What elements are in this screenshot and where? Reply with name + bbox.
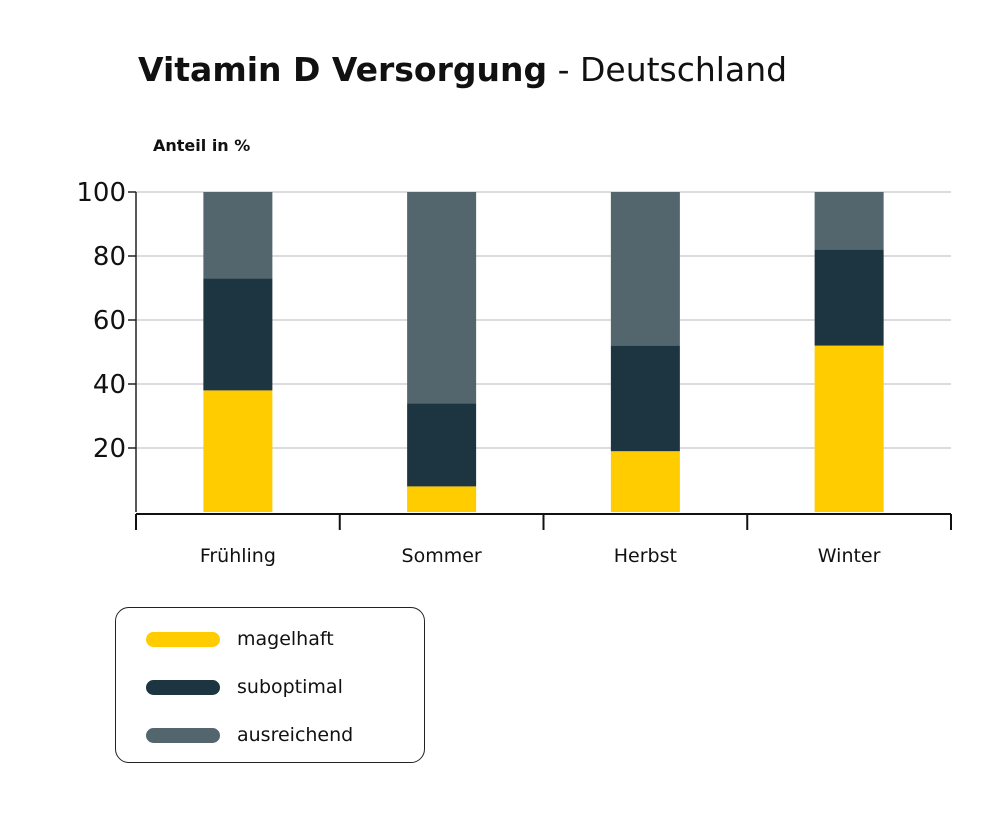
legend-swatch	[146, 679, 220, 695]
y-tick-label: 80	[93, 242, 126, 272]
legend-label: ausreichend	[237, 724, 354, 746]
legend-swatch	[146, 631, 220, 647]
bar-suboptimal	[814, 249, 884, 346]
bar-ausreichend	[610, 192, 680, 346]
y-axis-label: Anteil in %	[153, 136, 251, 155]
legend-label: magelhaft	[237, 628, 334, 650]
y-tick-label: 40	[93, 370, 126, 400]
bar-suboptimal	[203, 278, 273, 391]
y-tick-label: 60	[93, 306, 126, 336]
x-tick-label: Sommer	[402, 545, 482, 567]
bar-ausreichend	[407, 192, 477, 404]
bar-ausreichend	[814, 192, 884, 250]
x-tick-label: Winter	[818, 545, 881, 567]
y-tick-label: 20	[93, 434, 126, 464]
legend-item: ausreichend	[146, 724, 353, 746]
bar-ausreichend	[203, 192, 273, 279]
bar-magelhaft	[610, 451, 680, 512]
legend: magelhaft suboptimal ausreichend	[115, 607, 425, 763]
legend-label: suboptimal	[237, 676, 343, 698]
x-tick-label: Herbst	[614, 545, 677, 567]
x-tick-label: Frühling	[200, 545, 276, 567]
bar-magelhaft	[407, 486, 477, 512]
legend-item: magelhaft	[146, 628, 334, 650]
chart-title: Vitamin D Versorgung - Deutschland	[138, 50, 787, 89]
title-rest: - Deutschland	[547, 50, 788, 89]
bar-suboptimal	[610, 345, 680, 452]
title-bold: Vitamin D Versorgung	[138, 50, 548, 89]
legend-item: suboptimal	[146, 676, 343, 698]
bar-magelhaft	[203, 390, 273, 512]
bar-magelhaft	[814, 345, 884, 512]
bar-suboptimal	[407, 403, 477, 487]
y-tick-label: 100	[76, 178, 126, 208]
legend-swatch	[146, 727, 220, 743]
